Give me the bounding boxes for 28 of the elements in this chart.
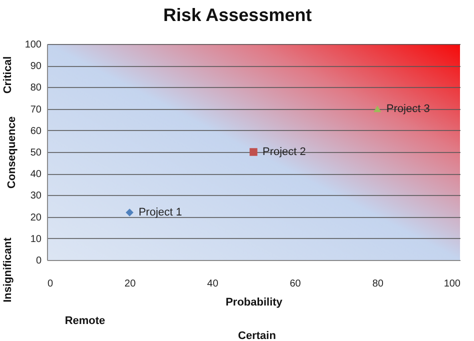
y-tick-label: 100 bbox=[24, 40, 42, 50]
x-tick-label: 80 bbox=[372, 278, 384, 290]
x-axis-title: Probability bbox=[226, 296, 284, 308]
y-tick-label: 60 bbox=[30, 126, 42, 137]
point bbox=[250, 148, 258, 156]
text: Insignificant bbox=[2, 237, 14, 302]
x-tick-label: 20 bbox=[124, 278, 136, 290]
y-tick-label: 20 bbox=[30, 212, 42, 224]
chart-title: Risk Assessment bbox=[163, 5, 312, 25]
y-tick-label: 30 bbox=[30, 190, 42, 202]
x-tick-label: 0 bbox=[48, 278, 54, 290]
y-tick-label: 0 bbox=[36, 256, 42, 266]
y-tick-label: 10 bbox=[30, 234, 42, 245]
y-tick-label: 70 bbox=[30, 104, 42, 116]
x-tick-label: 60 bbox=[290, 278, 302, 290]
series-label: Project 1 bbox=[138, 206, 182, 218]
y-tick-label: 90 bbox=[30, 61, 42, 72]
point bbox=[126, 208, 134, 216]
y-tick-label: 50 bbox=[30, 148, 42, 158]
y-tick-label: 40 bbox=[30, 169, 42, 180]
text: Remote bbox=[64, 315, 106, 327]
text: Critical bbox=[2, 56, 14, 94]
y-tick-label: 80 bbox=[30, 82, 42, 94]
x-tick-label: 100 bbox=[444, 278, 461, 290]
y-axis-title: Consequence bbox=[6, 116, 18, 189]
text: Certain bbox=[238, 330, 276, 341]
x-tick-label: 40 bbox=[207, 278, 219, 290]
point bbox=[374, 105, 382, 112]
